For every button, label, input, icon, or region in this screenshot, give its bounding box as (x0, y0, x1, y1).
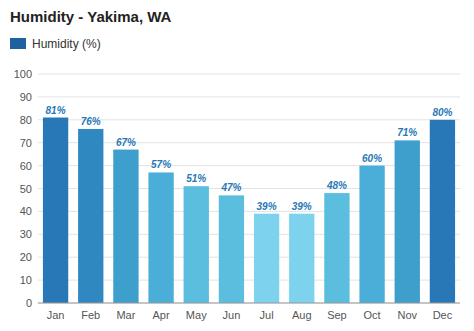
chart: Humidity - Yakima, WA 0 10 20 30 40 50 60 70 80 90… (0, 0, 474, 331)
bar (148, 172, 173, 303)
data-label: 80% (432, 107, 452, 118)
grid (38, 74, 460, 303)
bar (395, 140, 420, 303)
x-tick-label: May (186, 309, 207, 321)
bar (430, 120, 455, 303)
bar (113, 150, 138, 303)
bars (43, 118, 455, 303)
x-tick-label: Mar (116, 309, 135, 321)
grid-line (38, 119, 460, 120)
x-axis-line (38, 303, 460, 304)
x-tick-label: Sep (327, 309, 347, 321)
bar (254, 214, 279, 303)
x-tick-label: Apr (153, 309, 170, 321)
data-label: 48% (326, 180, 347, 191)
data-label: 71% (397, 127, 417, 138)
bar (219, 195, 244, 303)
bar (184, 186, 209, 303)
legend: Humidity (%) (10, 37, 101, 51)
y-tick-label: 20 (20, 251, 32, 263)
y-tick-label: 90 (20, 91, 32, 103)
y-tick-label: 70 (20, 137, 32, 149)
legend-label: Humidity (%) (32, 37, 101, 51)
grid-line (38, 303, 460, 304)
y-tick-label: 80 (20, 114, 32, 126)
bar (289, 214, 314, 303)
legend-swatch (10, 38, 26, 49)
y-tick-label: 100 (14, 68, 32, 80)
x-tick-label: Jan (47, 309, 65, 321)
x-tick-label: Oct (364, 309, 381, 321)
grid-line (38, 96, 460, 97)
bar (324, 193, 349, 303)
data-label: 67% (116, 137, 136, 148)
data-label: 39% (292, 201, 312, 212)
y-tick-label: 10 (20, 274, 32, 286)
y-tick-label: 50 (20, 183, 32, 195)
data-label: 51% (186, 173, 206, 184)
chart-container: Humidity - Yakima, WA 0 10 20 30 40 50 60 70 80 90… (0, 0, 474, 331)
bar (78, 129, 103, 303)
x-tick-label: Feb (81, 309, 100, 321)
x-tick-label: Jul (260, 309, 274, 321)
x-tick-label: Aug (292, 309, 312, 321)
data-label: 76% (81, 116, 101, 127)
title: Humidity - Yakima, WA (10, 8, 172, 25)
bar (359, 166, 384, 303)
data-label: 39% (257, 201, 277, 212)
data-label: 47% (220, 182, 241, 193)
y-tick-label: 30 (20, 228, 32, 240)
bar (43, 118, 68, 303)
y-tick-label: 60 (20, 160, 32, 172)
data-label: 81% (46, 105, 66, 116)
data-label: 60% (362, 153, 382, 164)
x-tick-label: Dec (433, 309, 453, 321)
grid-line (38, 74, 460, 75)
y-tick-label: 40 (20, 205, 32, 217)
x-tick-label: Nov (397, 309, 417, 321)
data-label: 57% (151, 159, 171, 170)
y-tick-label: 0 (26, 297, 32, 309)
x-tick-label: Jun (223, 309, 241, 321)
